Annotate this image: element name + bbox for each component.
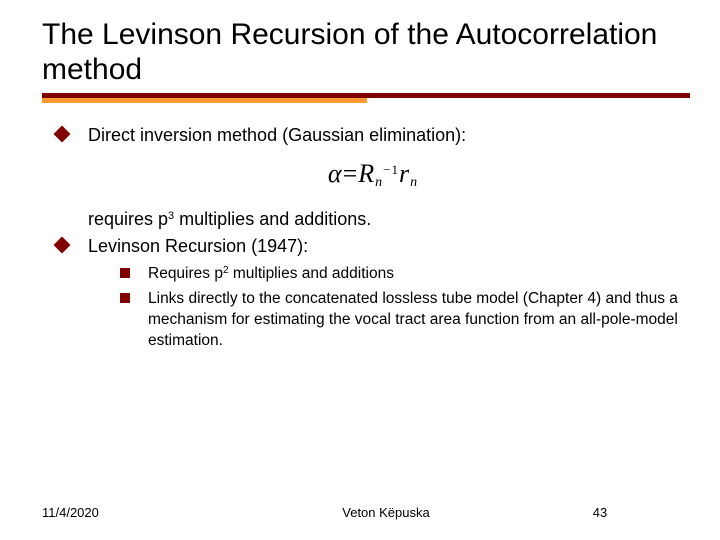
slide-title: The Levinson Recursion of the Autocorrel…: [42, 18, 690, 87]
eq-R: R: [358, 159, 375, 188]
slide-root: The Levinson Recursion of the Autocorrel…: [0, 0, 720, 540]
eq-R-sub: n: [375, 175, 383, 190]
equation: α=Rn−1rn: [56, 159, 690, 191]
footer-author: Veton Këpuska: [262, 505, 510, 520]
bullet-text: Levinson Recursion (1947):: [88, 234, 308, 258]
eq-lhs: α: [328, 159, 343, 188]
diamond-bullet-icon: [54, 236, 71, 253]
sub-bullet-text: Links directly to the concatenated lossl…: [148, 289, 690, 352]
eq-r: r: [399, 159, 410, 188]
sub-post: multiplies and additions: [229, 265, 394, 282]
eq-R-sup: −1: [383, 162, 399, 177]
square-bullet-icon: [120, 293, 130, 303]
diamond-bullet-icon: [54, 126, 71, 143]
bullet-text: Direct inversion method (Gaussian elimin…: [88, 123, 466, 147]
sub-pre: Links directly to the concatenated lossl…: [148, 290, 678, 349]
slide-footer: 11/4/2020 Veton Këpuska 43: [42, 505, 690, 520]
footer-page: 43: [510, 505, 690, 520]
cont-pre: requires p: [88, 209, 168, 229]
sub-pre: Requires p: [148, 265, 223, 282]
sub-bullet-item: Links directly to the concatenated lossl…: [120, 289, 690, 352]
cont-post: multiplies and additions.: [174, 209, 371, 229]
sub-bullet-list: Requires p2 multiplies and additions Lin…: [120, 264, 690, 352]
footer-date: 11/4/2020: [42, 505, 262, 520]
eq-r-sub: n: [410, 175, 418, 190]
sub-bullet-text: Requires p2 multiplies and additions: [148, 264, 394, 285]
bullet-item: Levinson Recursion (1947):: [56, 234, 690, 258]
sub-bullet-item: Requires p2 multiplies and additions: [120, 264, 690, 285]
title-underline: [42, 93, 690, 103]
bullet-item: Direct inversion method (Gaussian elimin…: [56, 123, 690, 147]
slide-body: Direct inversion method (Gaussian elimin…: [42, 123, 690, 352]
continuation-text: requires p3 multiplies and additions.: [88, 207, 690, 231]
eq-equals: =: [343, 159, 359, 188]
square-bullet-icon: [120, 268, 130, 278]
rule-bottom: [42, 98, 367, 103]
